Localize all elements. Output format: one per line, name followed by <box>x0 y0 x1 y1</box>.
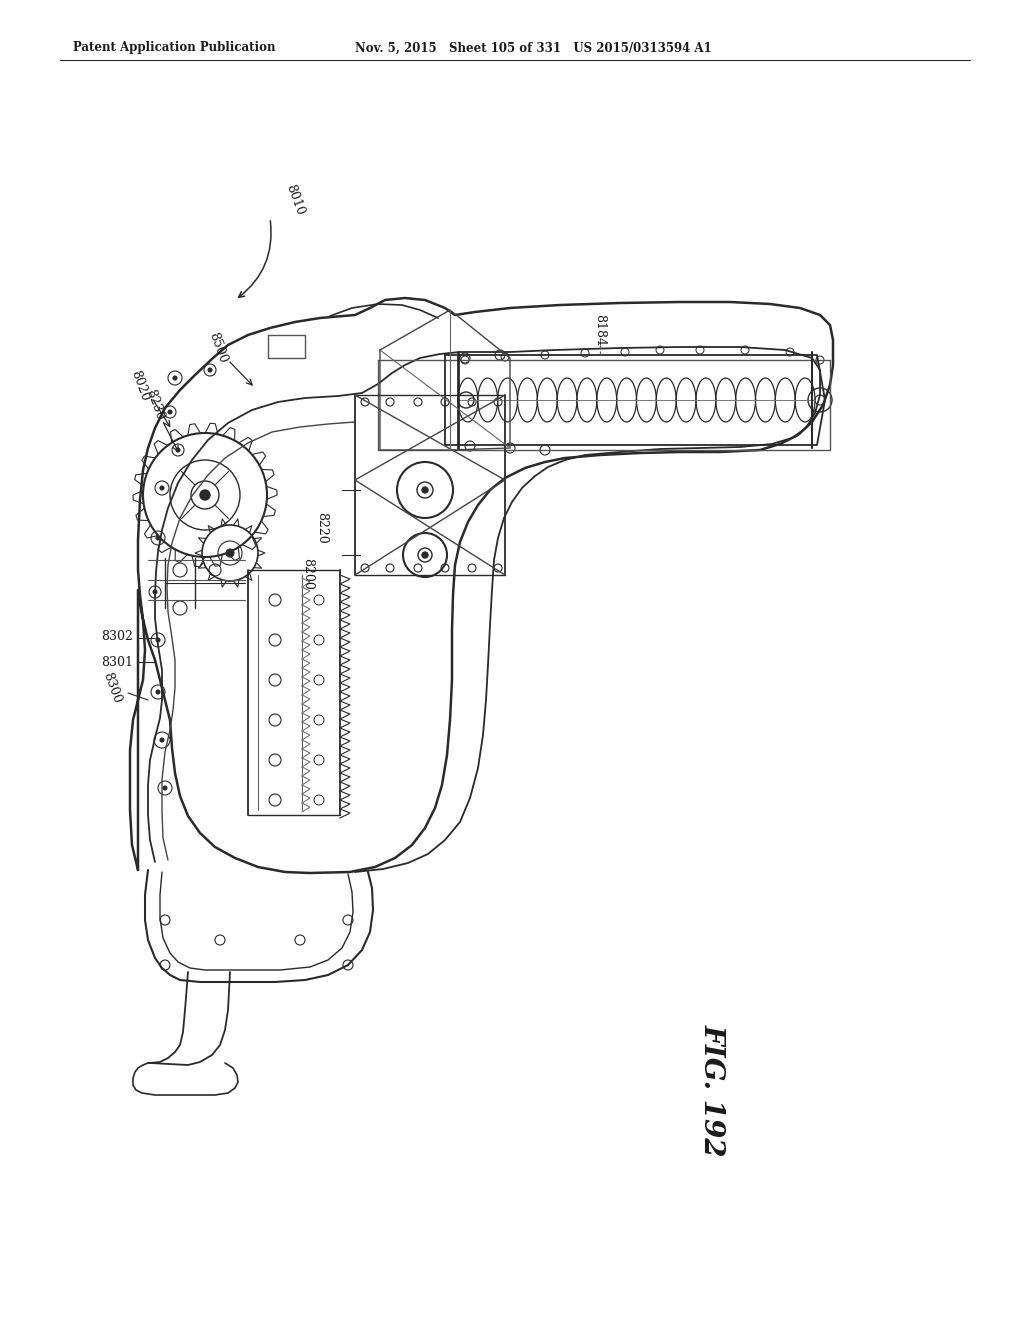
Circle shape <box>153 590 157 594</box>
Text: 8302: 8302 <box>101 630 133 643</box>
Circle shape <box>156 536 160 540</box>
Text: 8020: 8020 <box>128 368 152 403</box>
Text: 8230: 8230 <box>143 388 167 422</box>
Circle shape <box>156 690 160 694</box>
Circle shape <box>156 638 160 642</box>
Text: 8300: 8300 <box>100 671 124 705</box>
Text: 8200: 8200 <box>301 558 314 590</box>
Text: 8301: 8301 <box>101 656 133 668</box>
Text: 8010: 8010 <box>284 182 306 218</box>
Circle shape <box>226 549 234 557</box>
Circle shape <box>160 738 164 742</box>
Circle shape <box>422 552 428 558</box>
Circle shape <box>160 486 164 490</box>
Text: 8220: 8220 <box>315 512 329 544</box>
Text: 8500: 8500 <box>207 331 229 366</box>
Circle shape <box>200 490 210 500</box>
Circle shape <box>168 411 172 414</box>
Circle shape <box>176 447 180 451</box>
Text: Patent Application Publication: Patent Application Publication <box>73 41 275 54</box>
Text: Nov. 5, 2015   Sheet 105 of 331   US 2015/0313594 A1: Nov. 5, 2015 Sheet 105 of 331 US 2015/03… <box>355 41 712 54</box>
Text: 8184: 8184 <box>594 314 606 346</box>
Circle shape <box>163 785 167 789</box>
Circle shape <box>422 487 428 492</box>
Circle shape <box>173 376 177 380</box>
Circle shape <box>208 368 212 372</box>
Text: FIG. 192: FIG. 192 <box>698 1024 725 1156</box>
